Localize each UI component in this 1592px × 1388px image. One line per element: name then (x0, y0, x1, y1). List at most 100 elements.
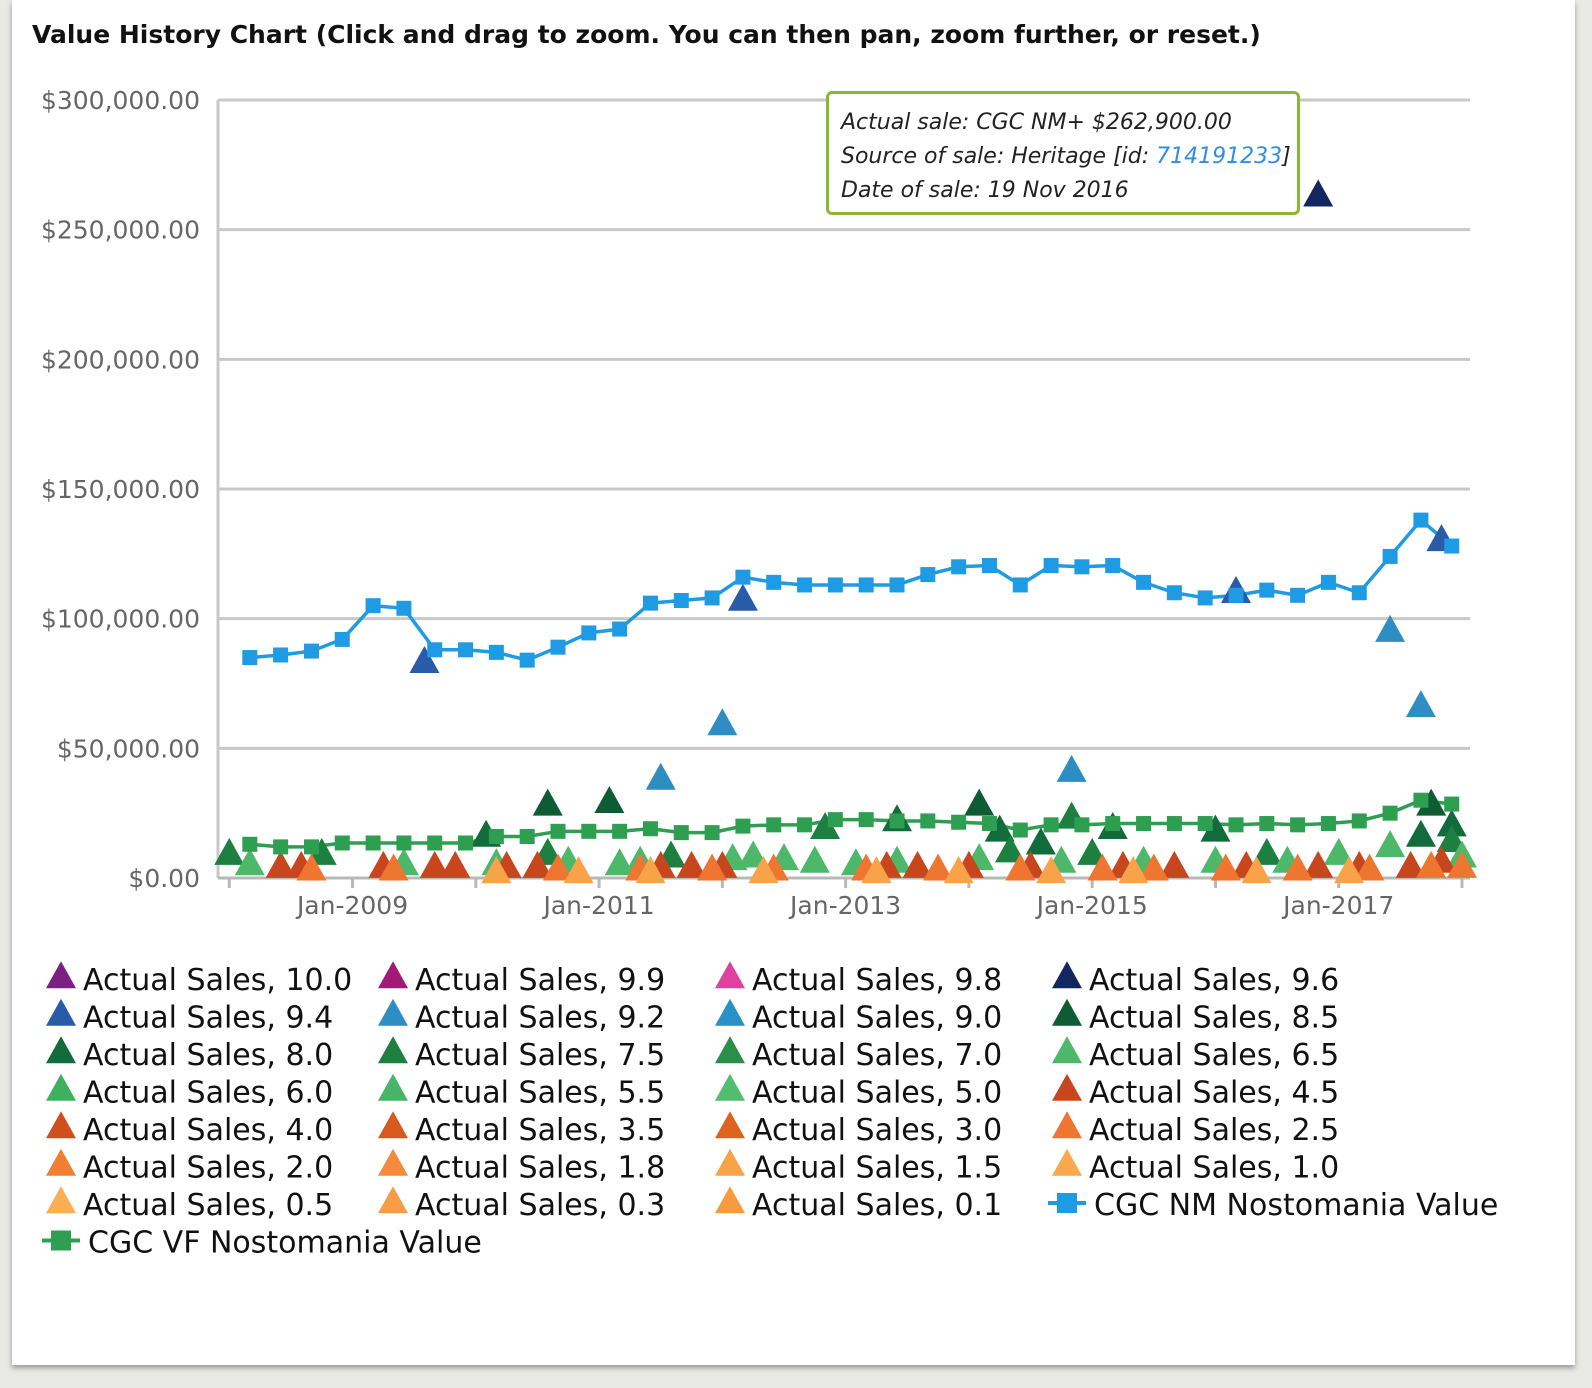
legend-triangle-icon[interactable] (46, 961, 76, 989)
value-marker[interactable] (365, 835, 381, 851)
sale-marker[interactable] (697, 853, 728, 881)
legend-item[interactable]: Actual Sales, 5.0 (715, 1073, 1002, 1111)
legend-triangle-icon[interactable] (378, 1186, 408, 1214)
sale-marker[interactable] (1241, 856, 1272, 884)
value-marker[interactable] (642, 821, 658, 837)
value-marker[interactable] (827, 577, 843, 593)
legend-triangle-icon[interactable] (715, 1073, 745, 1101)
value-marker[interactable] (365, 598, 381, 614)
sale-marker[interactable] (1036, 856, 1067, 884)
value-marker[interactable] (519, 652, 535, 668)
value-marker[interactable] (273, 839, 289, 855)
sale-marker[interactable] (1416, 850, 1447, 878)
sale-marker[interactable] (604, 848, 635, 876)
sale-marker[interactable] (1416, 788, 1447, 816)
legend-triangle-icon[interactable] (46, 998, 76, 1026)
value-marker[interactable] (1136, 816, 1152, 832)
legend-item[interactable]: Actual Sales, 5.5 (378, 1073, 665, 1111)
sale-marker[interactable] (964, 788, 995, 816)
value-marker[interactable] (334, 835, 350, 851)
sale-marker[interactable] (378, 853, 409, 881)
value-marker[interactable] (1043, 558, 1059, 574)
sale-marker[interactable] (1303, 179, 1334, 207)
sale-marker[interactable] (676, 850, 707, 878)
sale-marker[interactable] (214, 837, 245, 865)
sale-marker[interactable] (1210, 853, 1241, 881)
legend-item[interactable]: Actual Sales, 8.5 (1052, 998, 1339, 1036)
legend-item[interactable]: Actual Sales, 2.5 (1052, 1111, 1339, 1148)
value-marker[interactable] (1320, 574, 1336, 590)
value-marker[interactable] (889, 577, 905, 593)
legend-triangle-icon[interactable] (715, 998, 745, 1026)
value-marker[interactable] (1074, 559, 1090, 575)
legend-item[interactable]: Actual Sales, 10.0 (46, 961, 352, 998)
sale-marker[interactable] (645, 762, 676, 790)
sale-marker[interactable] (594, 786, 625, 814)
legend-item[interactable]: Actual Sales, 9.4 (46, 998, 333, 1036)
value-marker[interactable] (858, 812, 874, 828)
value-marker[interactable] (1012, 577, 1028, 593)
legend-triangle-icon[interactable] (46, 1111, 76, 1139)
value-marker[interactable] (920, 813, 936, 829)
value-marker[interactable] (1197, 590, 1213, 606)
value-marker[interactable] (1166, 585, 1182, 601)
legend-item[interactable]: Actual Sales, 9.9 (378, 961, 665, 998)
value-marker[interactable] (242, 836, 258, 852)
value-marker[interactable] (797, 577, 813, 593)
sale-marker[interactable] (1395, 850, 1426, 878)
sale-marker[interactable] (727, 583, 758, 611)
legend-triangle-icon[interactable] (715, 1111, 745, 1139)
sale-marker[interactable] (1282, 853, 1313, 881)
sale-marker[interactable] (1436, 809, 1467, 837)
legend-triangle-icon[interactable] (46, 1073, 76, 1101)
legend-triangle-icon[interactable] (1052, 1036, 1082, 1064)
value-marker[interactable] (1228, 817, 1244, 833)
sale-marker[interactable] (902, 850, 933, 878)
sale-marker[interactable] (440, 850, 471, 878)
value-marker[interactable] (642, 595, 658, 611)
sale-marker[interactable] (1447, 850, 1477, 878)
sale-marker[interactable] (409, 646, 440, 674)
sale-marker[interactable] (923, 853, 954, 881)
sale-marker[interactable] (995, 835, 1025, 863)
legend-item[interactable]: Actual Sales, 0.3 (378, 1186, 665, 1223)
sale-marker[interactable] (481, 856, 512, 884)
value-marker[interactable] (303, 643, 319, 659)
value-marker[interactable] (458, 642, 474, 658)
sale-marker[interactable] (563, 856, 594, 884)
value-marker[interactable] (242, 650, 258, 666)
legend-item[interactable]: Actual Sales, 9.6 (1052, 961, 1339, 998)
legend[interactable]: Actual Sales, 10.0 Actual Sales, 9.9 Actua… (42, 961, 1498, 1261)
legend-triangle-icon[interactable] (1052, 1111, 1082, 1139)
sale-marker[interactable] (1251, 837, 1282, 865)
value-marker[interactable] (1351, 813, 1367, 829)
sale-marker[interactable] (234, 848, 265, 876)
value-marker[interactable] (1444, 796, 1460, 812)
value-marker[interactable] (704, 590, 720, 606)
sale-marker[interactable] (265, 850, 296, 878)
value-marker[interactable] (1105, 816, 1121, 832)
legend-item[interactable]: Actual Sales, 7.0 (715, 1036, 1002, 1073)
legend-triangle-icon[interactable] (378, 1036, 408, 1064)
legend-triangle-icon[interactable] (715, 1186, 745, 1214)
value-marker[interactable] (858, 577, 874, 593)
value-marker[interactable] (1444, 538, 1460, 554)
legend-item[interactable]: Actual Sales, 1.0 (1052, 1148, 1339, 1186)
legend-triangle-icon[interactable] (1052, 998, 1082, 1026)
value-marker[interactable] (1382, 548, 1398, 564)
tooltip-source-id-link[interactable]: 714191233 (1156, 144, 1283, 169)
legend-item[interactable]: Actual Sales, 6.5 (1052, 1036, 1339, 1073)
value-marker[interactable] (458, 835, 474, 851)
value-marker[interactable] (488, 644, 504, 660)
sale-marker[interactable] (532, 788, 563, 816)
legend-triangle-icon[interactable] (378, 961, 408, 989)
value-marker[interactable] (396, 600, 412, 616)
value-marker[interactable] (488, 829, 504, 845)
legend-triangle-icon[interactable] (378, 1111, 408, 1139)
sale-marker[interactable] (1005, 853, 1036, 881)
value-marker[interactable] (1105, 558, 1121, 574)
value-marker[interactable] (334, 631, 350, 647)
value-marker[interactable] (427, 835, 443, 851)
sale-marker[interactable] (1200, 814, 1231, 842)
